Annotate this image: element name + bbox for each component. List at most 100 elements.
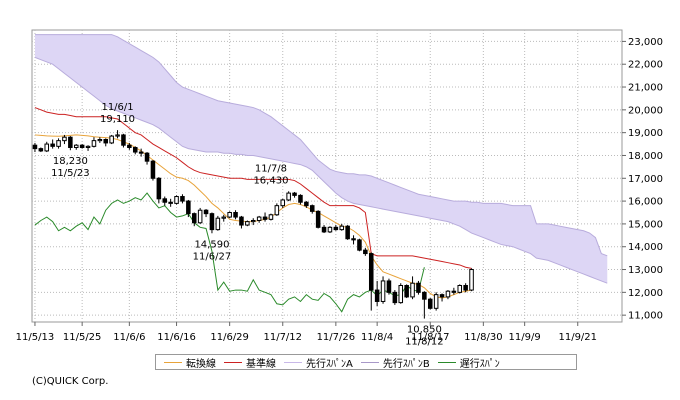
chikou-span-line — [34, 192, 425, 313]
candle-body — [368, 253, 374, 291]
candle-body — [398, 285, 404, 304]
candle-body — [174, 196, 179, 204]
candle-body — [274, 205, 280, 216]
annotation-label: 11/6/27 — [193, 251, 232, 262]
legend-label-kijun: 基準線 — [246, 358, 276, 370]
candle-body — [68, 136, 73, 148]
y-tick-label: 20,000 — [628, 105, 663, 116]
candle-body — [339, 225, 345, 231]
candle-body — [333, 226, 339, 231]
x-tick-label: 11/6/16 — [157, 332, 196, 343]
legend-item-kijun: 基準線 — [224, 355, 276, 370]
x-tick-label: 11/9/21 — [558, 332, 597, 343]
candle-body — [79, 144, 85, 148]
annotation-label: 14,590 — [194, 239, 229, 250]
candle-body — [191, 213, 197, 224]
legend-item-senkou-a: 先行ｽﾊﾟﾝA — [284, 355, 353, 370]
candle-body — [357, 239, 362, 251]
y-axis-ticks: 23,000 22,000 21,000 20,000 19,000 18,000 17,0… — [622, 37, 663, 322]
legend-swatch-tenkan — [164, 361, 182, 363]
candle-body — [262, 216, 268, 220]
candle-body — [127, 144, 132, 148]
ichimoku-cloud — [34, 34, 608, 284]
candle-body — [292, 192, 297, 196]
copyright-text: (C)QUICK Corp. — [32, 376, 109, 387]
x-tick-label: 11/8/30 — [464, 332, 503, 343]
candle-body — [197, 209, 203, 224]
legend-label-chikou: 遅行ｽﾊﾟﾝ — [459, 358, 500, 370]
cloud-fill — [34, 34, 608, 284]
candle-body — [392, 291, 398, 304]
candle-body — [85, 145, 91, 148]
y-tick-label: 19,000 — [628, 128, 663, 139]
candle-body — [109, 135, 114, 144]
candle-body — [256, 216, 262, 221]
y-tick-label: 18,000 — [628, 151, 663, 162]
x-tick-label: 11/6/29 — [210, 332, 249, 343]
candle-body — [404, 285, 409, 298]
candle-body — [433, 294, 439, 309]
candle-body — [315, 210, 321, 228]
x-tick-label: 11/6/6 — [113, 332, 145, 343]
candle-body — [156, 177, 162, 200]
legend-item-tenkan: 転換線 — [164, 355, 216, 370]
legend-swatch-chikou — [437, 361, 456, 363]
x-tick-label: 11/5/25 — [63, 332, 102, 343]
candle-body — [280, 199, 286, 207]
candle-body — [469, 269, 474, 291]
annotation-label: 11/7/8 — [255, 163, 287, 174]
candle-body — [50, 143, 55, 147]
annotation-label: 11/6/1 — [101, 102, 133, 113]
candle-body — [221, 216, 227, 219]
candle-body — [209, 213, 215, 231]
candle-body — [327, 226, 333, 233]
y-tick-label: 13,000 — [628, 265, 663, 276]
candle-body — [62, 136, 67, 142]
candle-body — [363, 249, 368, 255]
legend-label-senkou-b: 先行ｽﾊﾟﾝB — [382, 358, 430, 370]
y-tick-label: 14,000 — [628, 242, 663, 253]
candle-body — [345, 225, 350, 240]
annotation-label: 11/8/12 — [405, 337, 444, 348]
y-tick-label: 21,000 — [628, 83, 663, 94]
legend: 転換線 基準線 先行ｽﾊﾟﾝA 先行ｽﾊﾟﾝB 遅行ｽﾊﾟﾝ — [155, 354, 577, 370]
x-axis-ticks: 11/5/13 11/5/25 11/6/6 11/6/16 11/6/29 11/7/1… — [16, 322, 597, 343]
candle-body — [286, 192, 291, 201]
candle-body — [445, 290, 451, 298]
candlesticks — [32, 130, 474, 319]
candle-body — [103, 139, 109, 144]
candle-body — [410, 282, 415, 298]
y-tick-label: 22,000 — [628, 60, 663, 71]
candle-body — [38, 148, 44, 152]
candle-body — [203, 209, 209, 215]
candle-body — [162, 198, 168, 203]
senkou-a-line — [34, 34, 608, 257]
candle-body — [463, 285, 468, 291]
annotation-label: 10,850 — [407, 325, 442, 336]
candle-body — [97, 139, 103, 142]
annotation-label: 11/5/23 — [51, 168, 90, 179]
legend-swatch-senkou-b — [360, 361, 379, 363]
candle-body — [374, 289, 380, 302]
y-tick-label: 11,000 — [628, 311, 663, 322]
candle-body — [298, 194, 303, 203]
candle-body — [451, 290, 457, 293]
candle-body — [144, 152, 150, 162]
kijun-sen-line — [34, 107, 472, 269]
candle-body — [168, 201, 173, 204]
candle-body — [380, 280, 386, 302]
annotation-label: 19,110 — [100, 114, 135, 125]
candle-body — [91, 140, 97, 147]
candle-body — [132, 146, 138, 153]
candle-body — [32, 144, 38, 150]
candle-body — [386, 280, 392, 293]
candle-body — [215, 217, 221, 231]
candle-body — [233, 212, 238, 218]
legend-swatch-senkou-a — [284, 361, 302, 363]
candle-body — [180, 196, 185, 202]
candle-body — [250, 219, 256, 223]
candle-body — [321, 226, 327, 233]
x-tick-label: 11/8/17 — [411, 332, 450, 343]
legend-item-senkou-b: 先行ｽﾊﾟﾝB — [360, 355, 430, 370]
